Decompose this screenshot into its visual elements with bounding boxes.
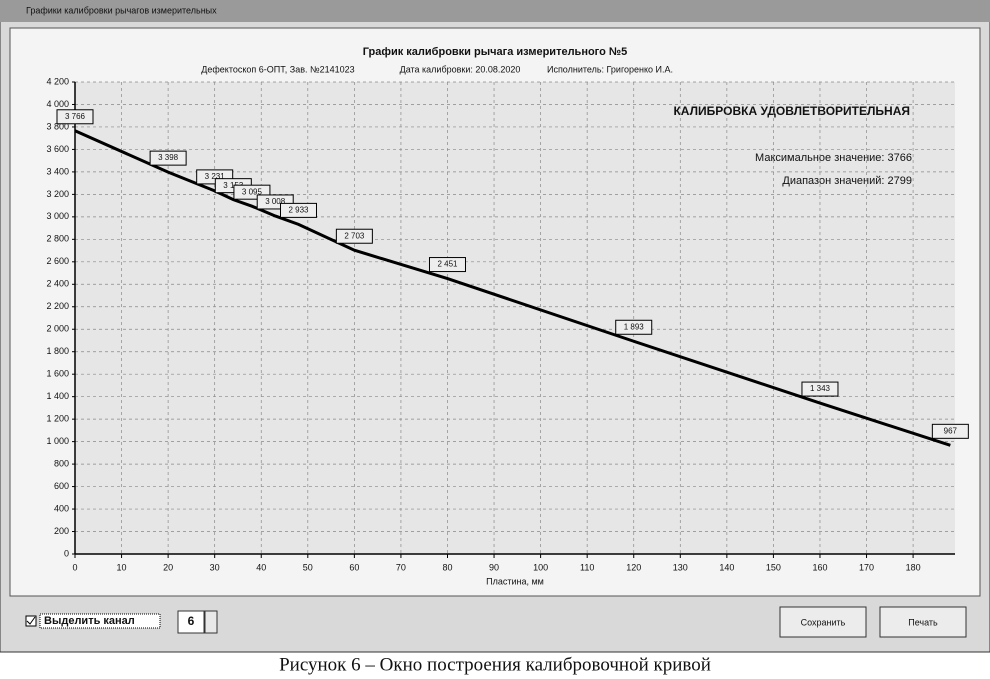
y-tick-label: 1 000 bbox=[46, 436, 69, 446]
y-tick-label: 200 bbox=[54, 526, 69, 536]
calibration-line bbox=[74, 129, 951, 447]
value-label: 3 008 bbox=[265, 197, 286, 206]
x-tick-label: 170 bbox=[859, 562, 874, 572]
value-label-box bbox=[56, 109, 94, 125]
y-tick-label: 1 200 bbox=[46, 414, 69, 424]
y-tick-label: 1 600 bbox=[46, 369, 69, 379]
checkbox-label[interactable]: Выделить канал bbox=[44, 615, 135, 627]
y-tick-label: 2 000 bbox=[46, 324, 69, 334]
value-label-box bbox=[428, 257, 466, 273]
x-tick-label: 180 bbox=[906, 562, 921, 572]
x-tick-label: 90 bbox=[489, 562, 499, 572]
value-label-box bbox=[615, 319, 653, 335]
plot-area bbox=[75, 82, 955, 554]
window-title: Графики калибровки рычагов измерительных bbox=[26, 5, 217, 15]
x-tick-label: 40 bbox=[256, 562, 266, 572]
x-tick-label: 70 bbox=[396, 562, 406, 572]
value-label: 3 095 bbox=[242, 187, 263, 196]
value-label-box bbox=[149, 150, 187, 166]
value-label: 1 893 bbox=[624, 322, 645, 331]
y-tick-label: 4 200 bbox=[46, 76, 69, 86]
check-mark bbox=[26, 616, 36, 625]
x-tick-label: 0 bbox=[72, 562, 77, 572]
x-tick-label: 140 bbox=[719, 562, 734, 572]
value-label-box bbox=[335, 228, 373, 244]
value-label: 967 bbox=[944, 426, 958, 435]
subtitle: Исполнитель: Григоренко И.А. bbox=[547, 64, 673, 74]
title-bar bbox=[0, 0, 990, 22]
checkbox[interactable] bbox=[25, 615, 37, 627]
spinner-value: 6 bbox=[188, 614, 195, 628]
subtitle: Дата калибровки: 20.08.2020 bbox=[400, 64, 521, 74]
x-tick-label: 150 bbox=[766, 562, 781, 572]
annotation: Максимальное значение: 3766 bbox=[755, 152, 912, 164]
x-tick-label: 80 bbox=[442, 562, 452, 572]
x-tick-label: 110 bbox=[580, 562, 594, 572]
x-tick-label: 30 bbox=[210, 562, 220, 572]
x-tick-label: 60 bbox=[349, 562, 359, 572]
y-tick-label: 600 bbox=[54, 481, 69, 491]
y-tick-label: 3 200 bbox=[46, 189, 69, 199]
y-tick-label: 800 bbox=[54, 458, 69, 468]
value-label: 2 451 bbox=[437, 260, 458, 269]
y-tick-label: 3 800 bbox=[46, 121, 69, 131]
y-tick-label: 1 400 bbox=[46, 391, 69, 401]
y-tick-label: 4 000 bbox=[46, 99, 69, 109]
y-tick-label: 3 600 bbox=[46, 144, 69, 154]
annotation: КАЛИБРОВКА УДОВЛЕТВОРИТЕЛЬНАЯ bbox=[673, 104, 910, 118]
checkbox-focus bbox=[39, 613, 161, 629]
y-tick-label: 3 000 bbox=[46, 211, 69, 221]
value-label: 2 933 bbox=[288, 205, 309, 214]
print-button[interactable] bbox=[879, 606, 967, 638]
x-tick-label: 160 bbox=[812, 562, 827, 572]
value-label-box bbox=[279, 202, 317, 218]
save-button[interactable] bbox=[779, 606, 867, 638]
x-tick-label: 120 bbox=[626, 562, 641, 572]
value-label: 3 766 bbox=[65, 112, 86, 121]
chart-title: График калибровки рычага измерительного … bbox=[363, 46, 628, 58]
x-tick-label: 50 bbox=[303, 562, 313, 572]
caption: Рисунок 6 – Окно построения калибровочно… bbox=[279, 654, 711, 675]
spinner-arrows[interactable] bbox=[204, 610, 218, 634]
y-tick-label: 0 bbox=[64, 548, 69, 558]
annotation: Диапазон значений: 2799 bbox=[782, 175, 912, 187]
subtitle: Дефектоскоп 6-ОПТ, Зав. №2141023 bbox=[201, 64, 354, 74]
y-tick-label: 1 800 bbox=[46, 346, 69, 356]
x-axis-label: Пластина, мм bbox=[486, 576, 544, 586]
value-label-box bbox=[931, 423, 969, 439]
x-tick-label: 130 bbox=[673, 562, 688, 572]
y-tick-label: 2 200 bbox=[46, 301, 69, 311]
button-label: Сохранить bbox=[801, 617, 846, 627]
value-label: 2 703 bbox=[344, 231, 365, 240]
value-label: 3 398 bbox=[158, 153, 179, 162]
value-label: 1 343 bbox=[810, 384, 831, 393]
y-tick-label: 400 bbox=[54, 503, 69, 513]
x-tick-label: 100 bbox=[533, 562, 548, 572]
y-tick-label: 2 400 bbox=[46, 279, 69, 289]
x-tick-label: 20 bbox=[163, 562, 173, 572]
button-label: Печать bbox=[908, 617, 938, 627]
y-tick-label: 3 400 bbox=[46, 166, 69, 176]
spinner-input[interactable] bbox=[177, 610, 205, 634]
y-tick-label: 2 600 bbox=[46, 256, 69, 266]
value-label: 3 231 bbox=[205, 172, 226, 181]
value-label-box bbox=[801, 381, 839, 397]
x-tick-label: 10 bbox=[117, 562, 127, 572]
y-tick-label: 2 800 bbox=[46, 234, 69, 244]
